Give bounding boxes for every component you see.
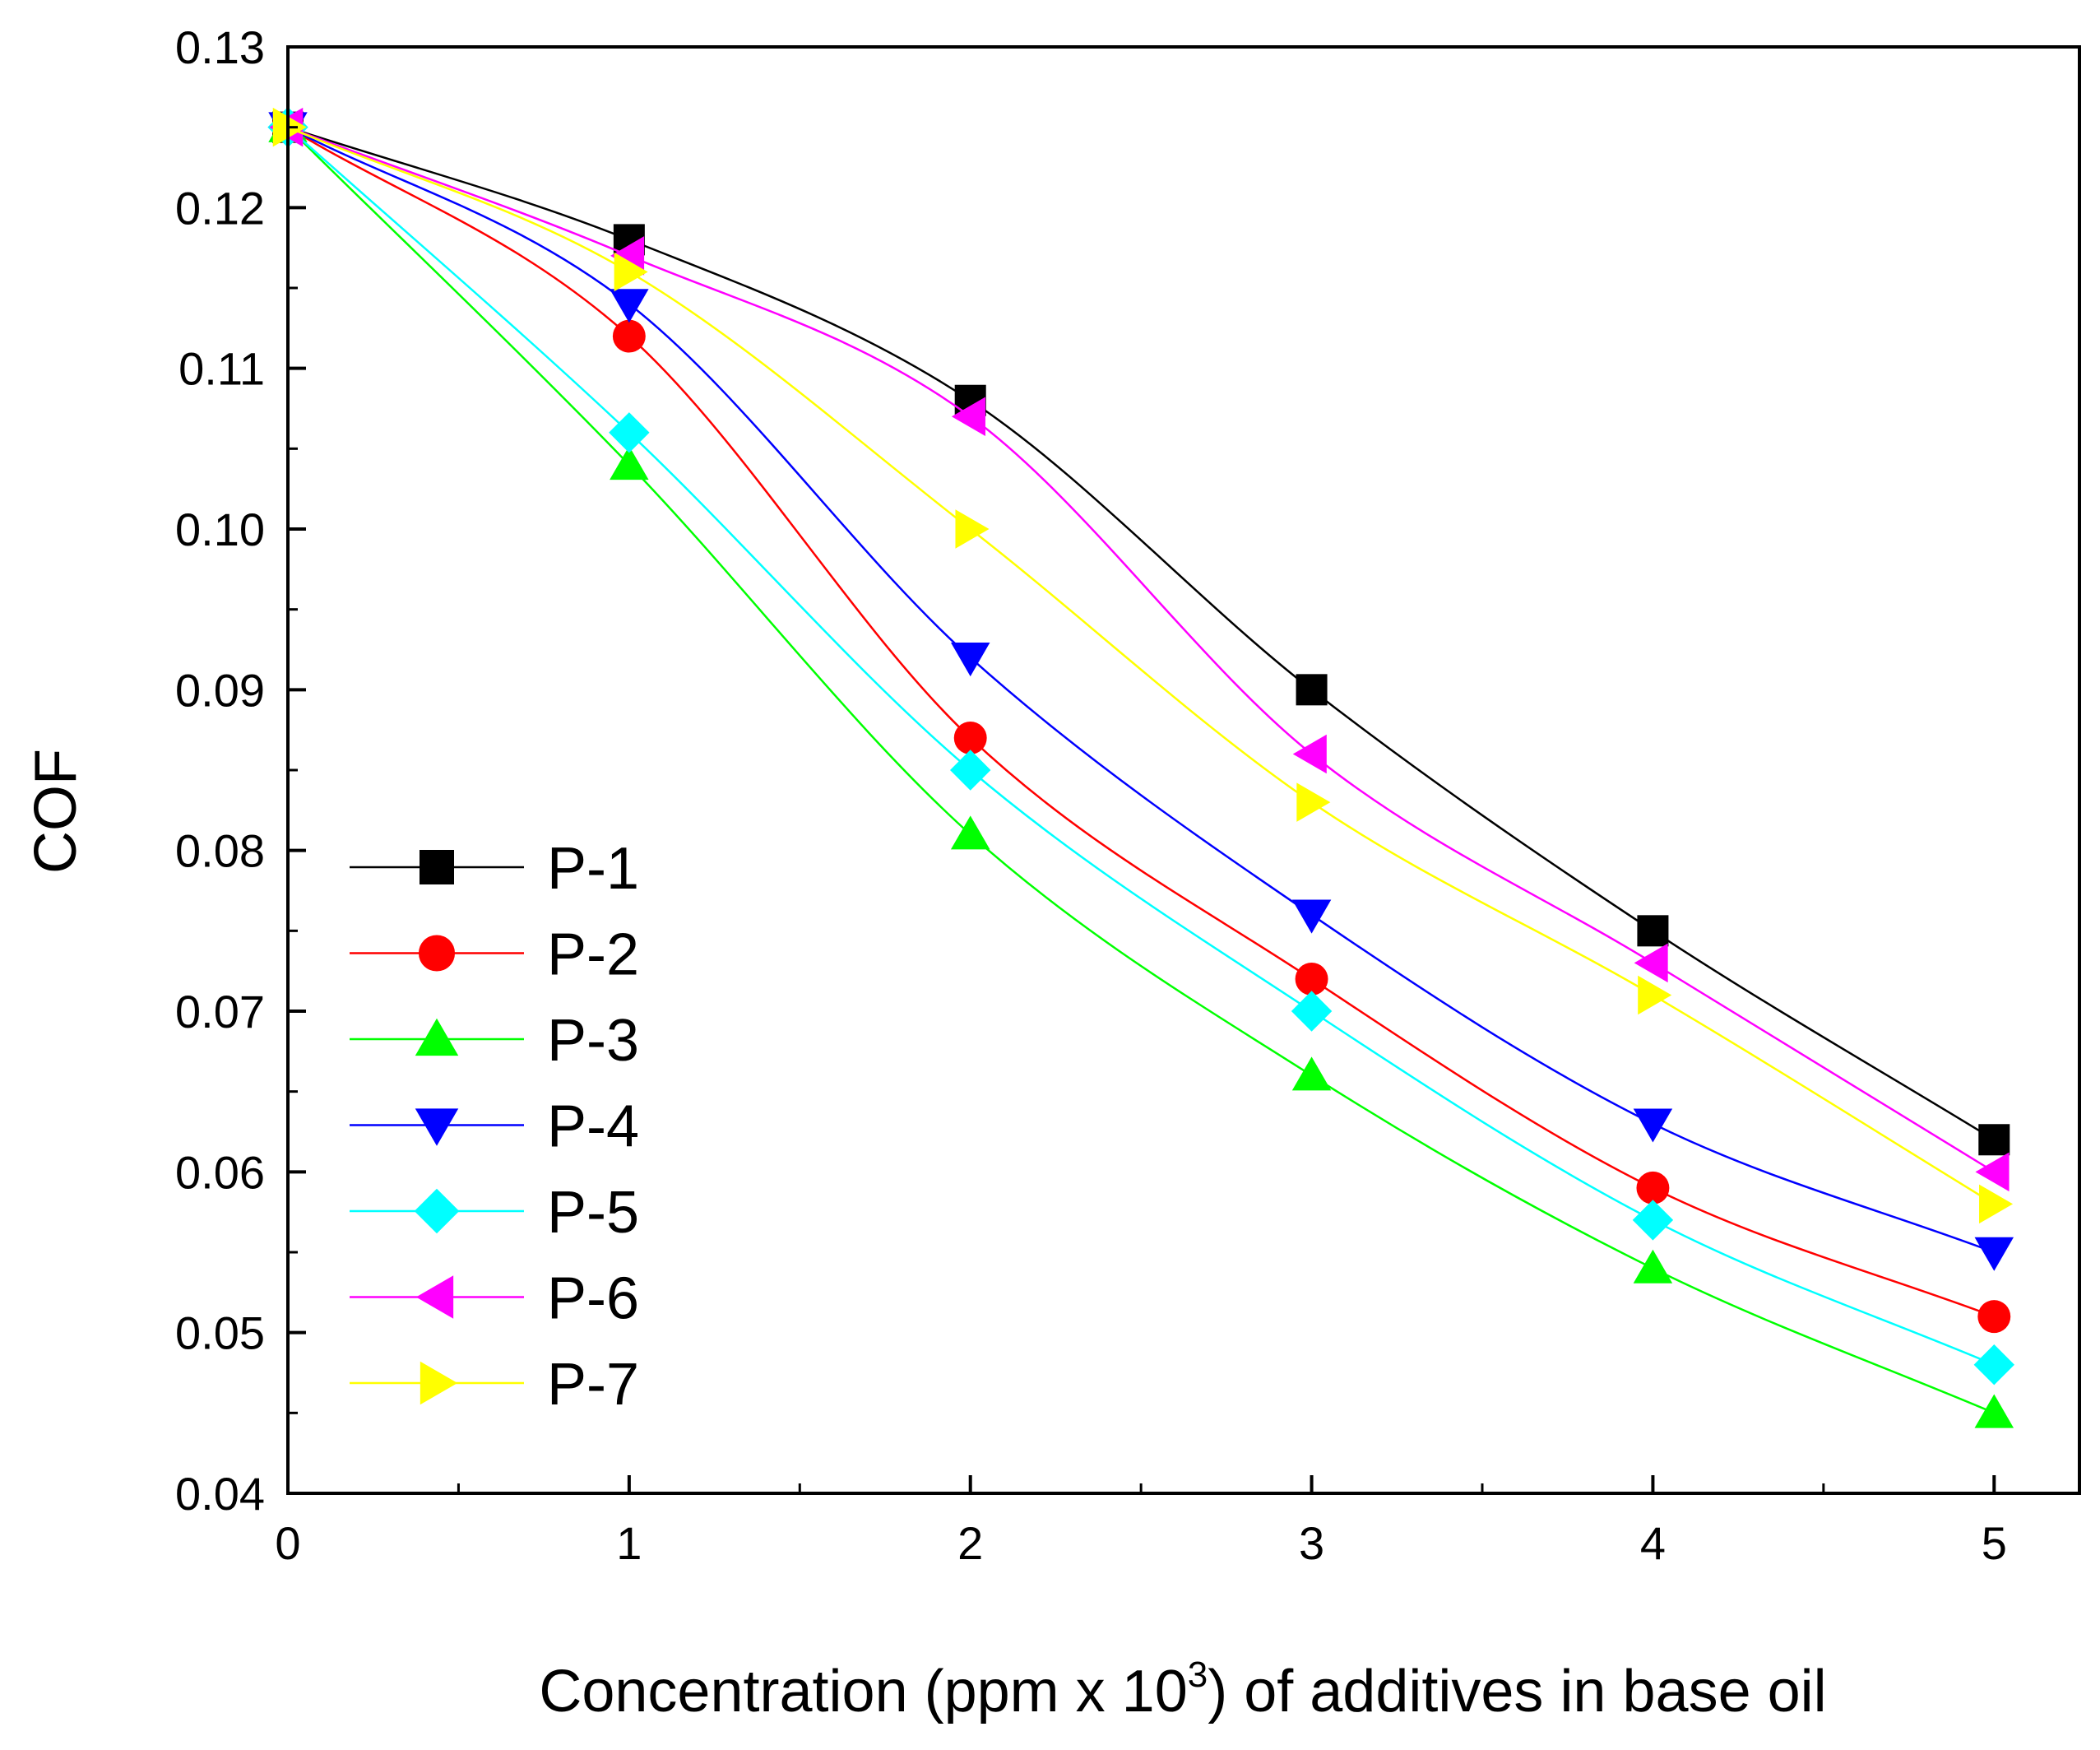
legend-label: P-5 bbox=[547, 1180, 639, 1246]
x-axis-title-superscript: 3 bbox=[1188, 1655, 1208, 1695]
data-point-P-1 bbox=[1296, 674, 1328, 706]
data-point-P-4 bbox=[1633, 1108, 1673, 1143]
legend-label: P-4 bbox=[547, 1094, 639, 1160]
x-tick-label: 2 bbox=[957, 1517, 983, 1569]
data-point-P-4 bbox=[1974, 1237, 2014, 1271]
legend-marker bbox=[415, 1018, 459, 1056]
y-tick-label: 0.08 bbox=[175, 825, 265, 877]
x-tick-label: 1 bbox=[616, 1517, 642, 1569]
data-point-P-3 bbox=[950, 815, 990, 850]
x-axis-title-main: Concentration (ppm x 10 bbox=[539, 1659, 1187, 1724]
x-tick-label: 4 bbox=[1640, 1517, 1666, 1569]
data-point-P-7 bbox=[955, 509, 990, 549]
y-tick-label: 0.05 bbox=[175, 1307, 265, 1359]
legend-label: P-3 bbox=[547, 1008, 639, 1074]
legend-label: P-2 bbox=[547, 922, 639, 988]
data-point-P-5 bbox=[950, 750, 991, 791]
x-axis: 0 1 2 3 4 5 bbox=[275, 1475, 2007, 1569]
legend-marker bbox=[415, 1108, 459, 1146]
y-tick-label: 0.06 bbox=[175, 1146, 265, 1198]
series-layer bbox=[267, 106, 2014, 1428]
legend-marker bbox=[420, 1361, 458, 1405]
legend-label: P-7 bbox=[547, 1352, 639, 1418]
legend-marker bbox=[418, 935, 456, 972]
series-line-P-1 bbox=[287, 126, 1995, 1141]
data-point-P-2 bbox=[1977, 1300, 2011, 1334]
data-point-P-6 bbox=[1975, 1152, 2010, 1192]
series-P-1 bbox=[272, 111, 2010, 1156]
x-axis-title-tail: ) of additives in base oil bbox=[1208, 1659, 1826, 1724]
data-point-P-7 bbox=[1979, 1184, 2014, 1224]
data-point-P-5 bbox=[1632, 1200, 1674, 1241]
x-tick-label: 5 bbox=[1982, 1517, 2007, 1569]
data-point-P-7 bbox=[614, 252, 648, 292]
legend-label: P-6 bbox=[547, 1266, 639, 1332]
data-point-P-2 bbox=[1636, 1171, 1670, 1205]
data-point-P-1 bbox=[1978, 1124, 2010, 1156]
data-point-P-3 bbox=[610, 446, 649, 480]
y-tick-label: 0.04 bbox=[175, 1468, 265, 1520]
x-axis-title: Concentration (ppm x 103) of additives i… bbox=[539, 1655, 1826, 1724]
x-tick-label: 3 bbox=[1299, 1517, 1324, 1569]
series-P-6 bbox=[269, 107, 2010, 1192]
series-line-P-6 bbox=[287, 126, 1995, 1173]
legend-item-P-6: P-6 bbox=[350, 1266, 639, 1332]
x-tick-label: 0 bbox=[275, 1517, 300, 1569]
data-point-P-5 bbox=[1973, 1344, 2014, 1386]
data-point-P-2 bbox=[612, 319, 646, 353]
data-point-P-6 bbox=[1292, 734, 1327, 774]
legend: P-1 P-2 P-3 P-4 P-5 P-6 P-7 bbox=[350, 836, 639, 1418]
y-tick-label: 0.11 bbox=[178, 343, 265, 395]
series-P-3 bbox=[268, 108, 2014, 1428]
data-point-P-3 bbox=[1633, 1249, 1673, 1283]
legend-item-P-3: P-3 bbox=[350, 1008, 639, 1074]
series-P-7 bbox=[272, 107, 2014, 1224]
data-point-P-4 bbox=[1291, 899, 1332, 934]
y-tick-label: 0.09 bbox=[175, 664, 265, 716]
legend-item-P-7: P-7 bbox=[350, 1352, 639, 1418]
series-line-P-2 bbox=[287, 126, 1995, 1318]
data-point-P-7 bbox=[1638, 975, 1672, 1015]
legend-marker bbox=[414, 1188, 460, 1234]
y-tick-label: 0.07 bbox=[175, 986, 265, 1037]
legend-item-P-5: P-5 bbox=[350, 1180, 639, 1246]
y-tick-label: 0.13 bbox=[175, 21, 265, 73]
legend-item-P-4: P-4 bbox=[350, 1094, 639, 1160]
data-point-P-3 bbox=[1974, 1394, 2014, 1428]
y-axis: 0.04 0.05 0.06 0.07 0.08 0.09 0.10 0.11 0.12 0.13 bbox=[175, 21, 306, 1520]
series-line-P-4 bbox=[287, 126, 1995, 1254]
y-tick-label: 0.10 bbox=[175, 504, 265, 555]
y-tick-label: 0.12 bbox=[175, 182, 265, 234]
data-point-P-7 bbox=[1296, 782, 1331, 822]
series-line-P-7 bbox=[287, 126, 1995, 1205]
legend-marker bbox=[420, 850, 454, 884]
data-point-P-5 bbox=[609, 412, 650, 453]
data-point-P-2 bbox=[953, 721, 987, 754]
data-point-P-6 bbox=[951, 397, 985, 437]
data-point-P-2 bbox=[1295, 962, 1328, 996]
legend-item-P-1: P-1 bbox=[350, 836, 639, 902]
data-point-P-3 bbox=[1291, 1056, 1332, 1091]
legend-marker bbox=[415, 1275, 454, 1319]
data-point-P-1 bbox=[1637, 915, 1669, 947]
data-point-P-6 bbox=[1634, 943, 1668, 983]
legend-item-P-2: P-2 bbox=[350, 922, 639, 988]
legend-label: P-1 bbox=[547, 836, 639, 902]
series-line-P-3 bbox=[287, 126, 1995, 1414]
y-axis-title: COF bbox=[23, 749, 89, 874]
data-point-P-5 bbox=[1291, 991, 1333, 1032]
data-point-P-4 bbox=[610, 289, 649, 323]
data-point-P-4 bbox=[950, 643, 990, 677]
series-line-P-5 bbox=[287, 126, 1995, 1366]
